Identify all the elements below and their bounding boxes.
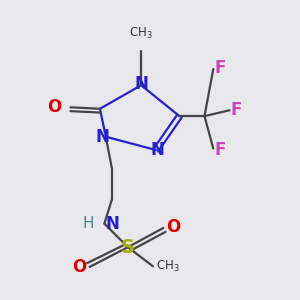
- Text: N: N: [96, 128, 110, 146]
- Text: CH$_3$: CH$_3$: [156, 259, 180, 274]
- Text: N: N: [106, 214, 120, 232]
- Text: N: N: [134, 75, 148, 93]
- Text: H: H: [82, 216, 94, 231]
- Text: CH$_3$: CH$_3$: [129, 26, 153, 41]
- Text: S: S: [121, 238, 135, 257]
- Text: O: O: [72, 258, 87, 276]
- Text: F: F: [215, 141, 226, 159]
- Text: O: O: [47, 98, 62, 116]
- Text: O: O: [166, 218, 180, 236]
- Text: F: F: [231, 101, 242, 119]
- Text: N: N: [150, 141, 164, 159]
- Text: F: F: [215, 58, 226, 76]
